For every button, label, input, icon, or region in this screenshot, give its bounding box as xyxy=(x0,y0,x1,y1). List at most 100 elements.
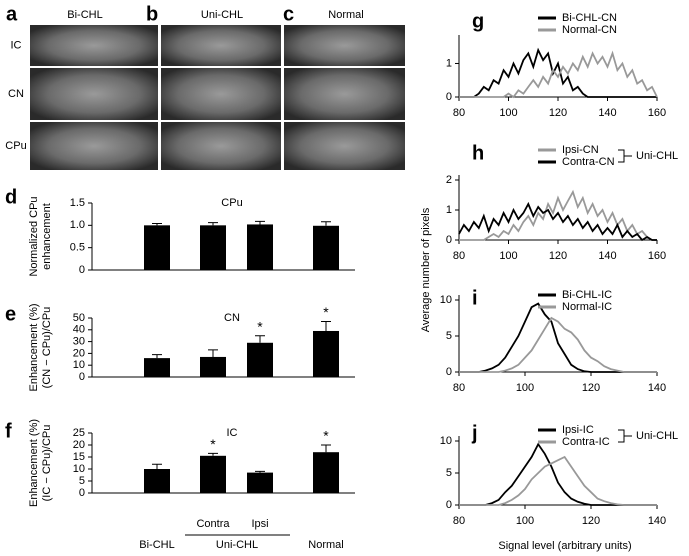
y-tick-label: 0 xyxy=(446,234,452,246)
legend-label: Bi-CHL-CN xyxy=(562,12,617,24)
legend-bracket xyxy=(618,429,632,443)
y-tick-label: 30 xyxy=(73,336,85,348)
y-tick-label: 5 xyxy=(446,467,452,479)
y-tick-label: 40 xyxy=(73,324,85,336)
legend-label: Ipsi-IC xyxy=(562,424,594,436)
shared-x-label: Signal level (arbitrary units) xyxy=(498,540,631,552)
y-tick-label: 1.5 xyxy=(70,197,85,209)
y-tick-label: 0 xyxy=(79,264,85,276)
panel-letter: f xyxy=(5,420,12,442)
error-bar xyxy=(208,452,218,456)
y-tick-label: 0 xyxy=(79,487,85,499)
y-tick-label: 5 xyxy=(79,475,85,487)
y-tick-label: 1.0 xyxy=(70,219,85,231)
x-tick-label: 80 xyxy=(453,250,465,262)
legend-label: Normal-CN xyxy=(562,24,617,36)
error-bar xyxy=(152,354,162,359)
legend-label: Normal-IC xyxy=(562,301,612,313)
y-tick-label: 50 xyxy=(73,312,85,324)
data-line xyxy=(459,316,657,373)
column-label: Bi-CHL xyxy=(67,9,102,21)
y-tick-label: 1 xyxy=(446,204,452,216)
legend-label: Contra-IC xyxy=(562,436,610,448)
x-tick-label: 100 xyxy=(516,382,534,394)
row-label: CPu xyxy=(5,140,26,152)
significance-star: * xyxy=(323,428,329,444)
data-line xyxy=(459,455,657,506)
bar xyxy=(200,455,226,493)
y-tick-label: 1 xyxy=(446,57,452,69)
y-tick-label: 20 xyxy=(73,347,85,359)
y-tick-label: 0 xyxy=(79,371,85,383)
x-tick-label: 100 xyxy=(499,250,517,262)
bar xyxy=(247,472,273,493)
error-bar xyxy=(321,221,331,226)
bar xyxy=(247,224,273,270)
bar xyxy=(144,469,170,493)
mri-image xyxy=(284,68,405,120)
x-tick-label: 100 xyxy=(499,107,517,119)
legend-group-label: Uni-CHL xyxy=(636,150,678,162)
legend-bracket xyxy=(618,149,632,163)
y-tick-label: 20 xyxy=(73,439,85,451)
significance-star: * xyxy=(210,436,216,452)
significance-star: * xyxy=(323,304,329,320)
data-line xyxy=(459,302,657,373)
x-tick-label: Bi-CHL xyxy=(139,539,174,551)
data-line xyxy=(459,189,657,241)
x-tick-label: 140 xyxy=(648,515,666,527)
y-tick-label: 10 xyxy=(440,294,452,306)
y-tick-label: 0 xyxy=(446,499,452,511)
error-bar xyxy=(255,335,265,343)
x-tick-label: 80 xyxy=(453,382,465,394)
y-axis-label: Enhancement (%) xyxy=(28,303,40,391)
chart-title: IC xyxy=(227,427,238,439)
row-label: IC xyxy=(11,39,22,51)
mri-image xyxy=(284,25,405,66)
y-axis-label: Normalized CPu xyxy=(28,196,40,276)
x-tick-label: 120 xyxy=(549,250,567,262)
legend-label: Contra-CN xyxy=(562,156,615,168)
x-tick-label: 140 xyxy=(648,382,666,394)
x-tick-label: 120 xyxy=(549,107,567,119)
panel-letter: b xyxy=(146,3,158,25)
y-axis-label: Enhancement (%) xyxy=(28,419,40,507)
panel-letter: c xyxy=(283,3,294,25)
data-line xyxy=(458,201,657,242)
y-axis-label: enhancement xyxy=(41,203,53,270)
error-bar xyxy=(208,222,218,226)
mri-image xyxy=(161,25,281,66)
bar xyxy=(313,330,339,377)
row-label: CN xyxy=(8,88,24,100)
bar xyxy=(200,225,226,270)
y-tick-label: 25 xyxy=(73,427,85,439)
y-tick-label: 2 xyxy=(446,174,452,186)
panel-letter: i xyxy=(472,287,478,309)
mri-image xyxy=(284,122,405,170)
panel-letter: g xyxy=(472,10,484,32)
bar xyxy=(144,358,170,377)
chart-title: CPu xyxy=(221,197,242,209)
x-tick-label: 140 xyxy=(598,107,616,119)
data-line xyxy=(459,442,657,506)
panel-letter: j xyxy=(471,422,478,444)
x-tick-label: 80 xyxy=(453,107,465,119)
x-tick-label: 100 xyxy=(516,515,534,527)
error-bar xyxy=(255,470,265,473)
shared-y-label: Average number of pixels xyxy=(420,207,432,332)
error-bar xyxy=(255,220,265,225)
error-bar xyxy=(321,444,331,453)
bar xyxy=(200,356,226,377)
y-tick-label: 5 xyxy=(446,330,452,342)
panel-letter: d xyxy=(5,186,17,208)
bar xyxy=(144,225,170,270)
mri-image xyxy=(30,68,158,120)
bar xyxy=(313,225,339,270)
y-tick-label: 0.5 xyxy=(70,242,85,254)
panel-letter: h xyxy=(472,142,484,164)
x-tick-label: Ipsi xyxy=(251,518,268,530)
x-tick-label: Contra xyxy=(196,518,230,530)
legend-group-label: Uni-CHL xyxy=(636,430,678,442)
bar xyxy=(313,452,339,493)
